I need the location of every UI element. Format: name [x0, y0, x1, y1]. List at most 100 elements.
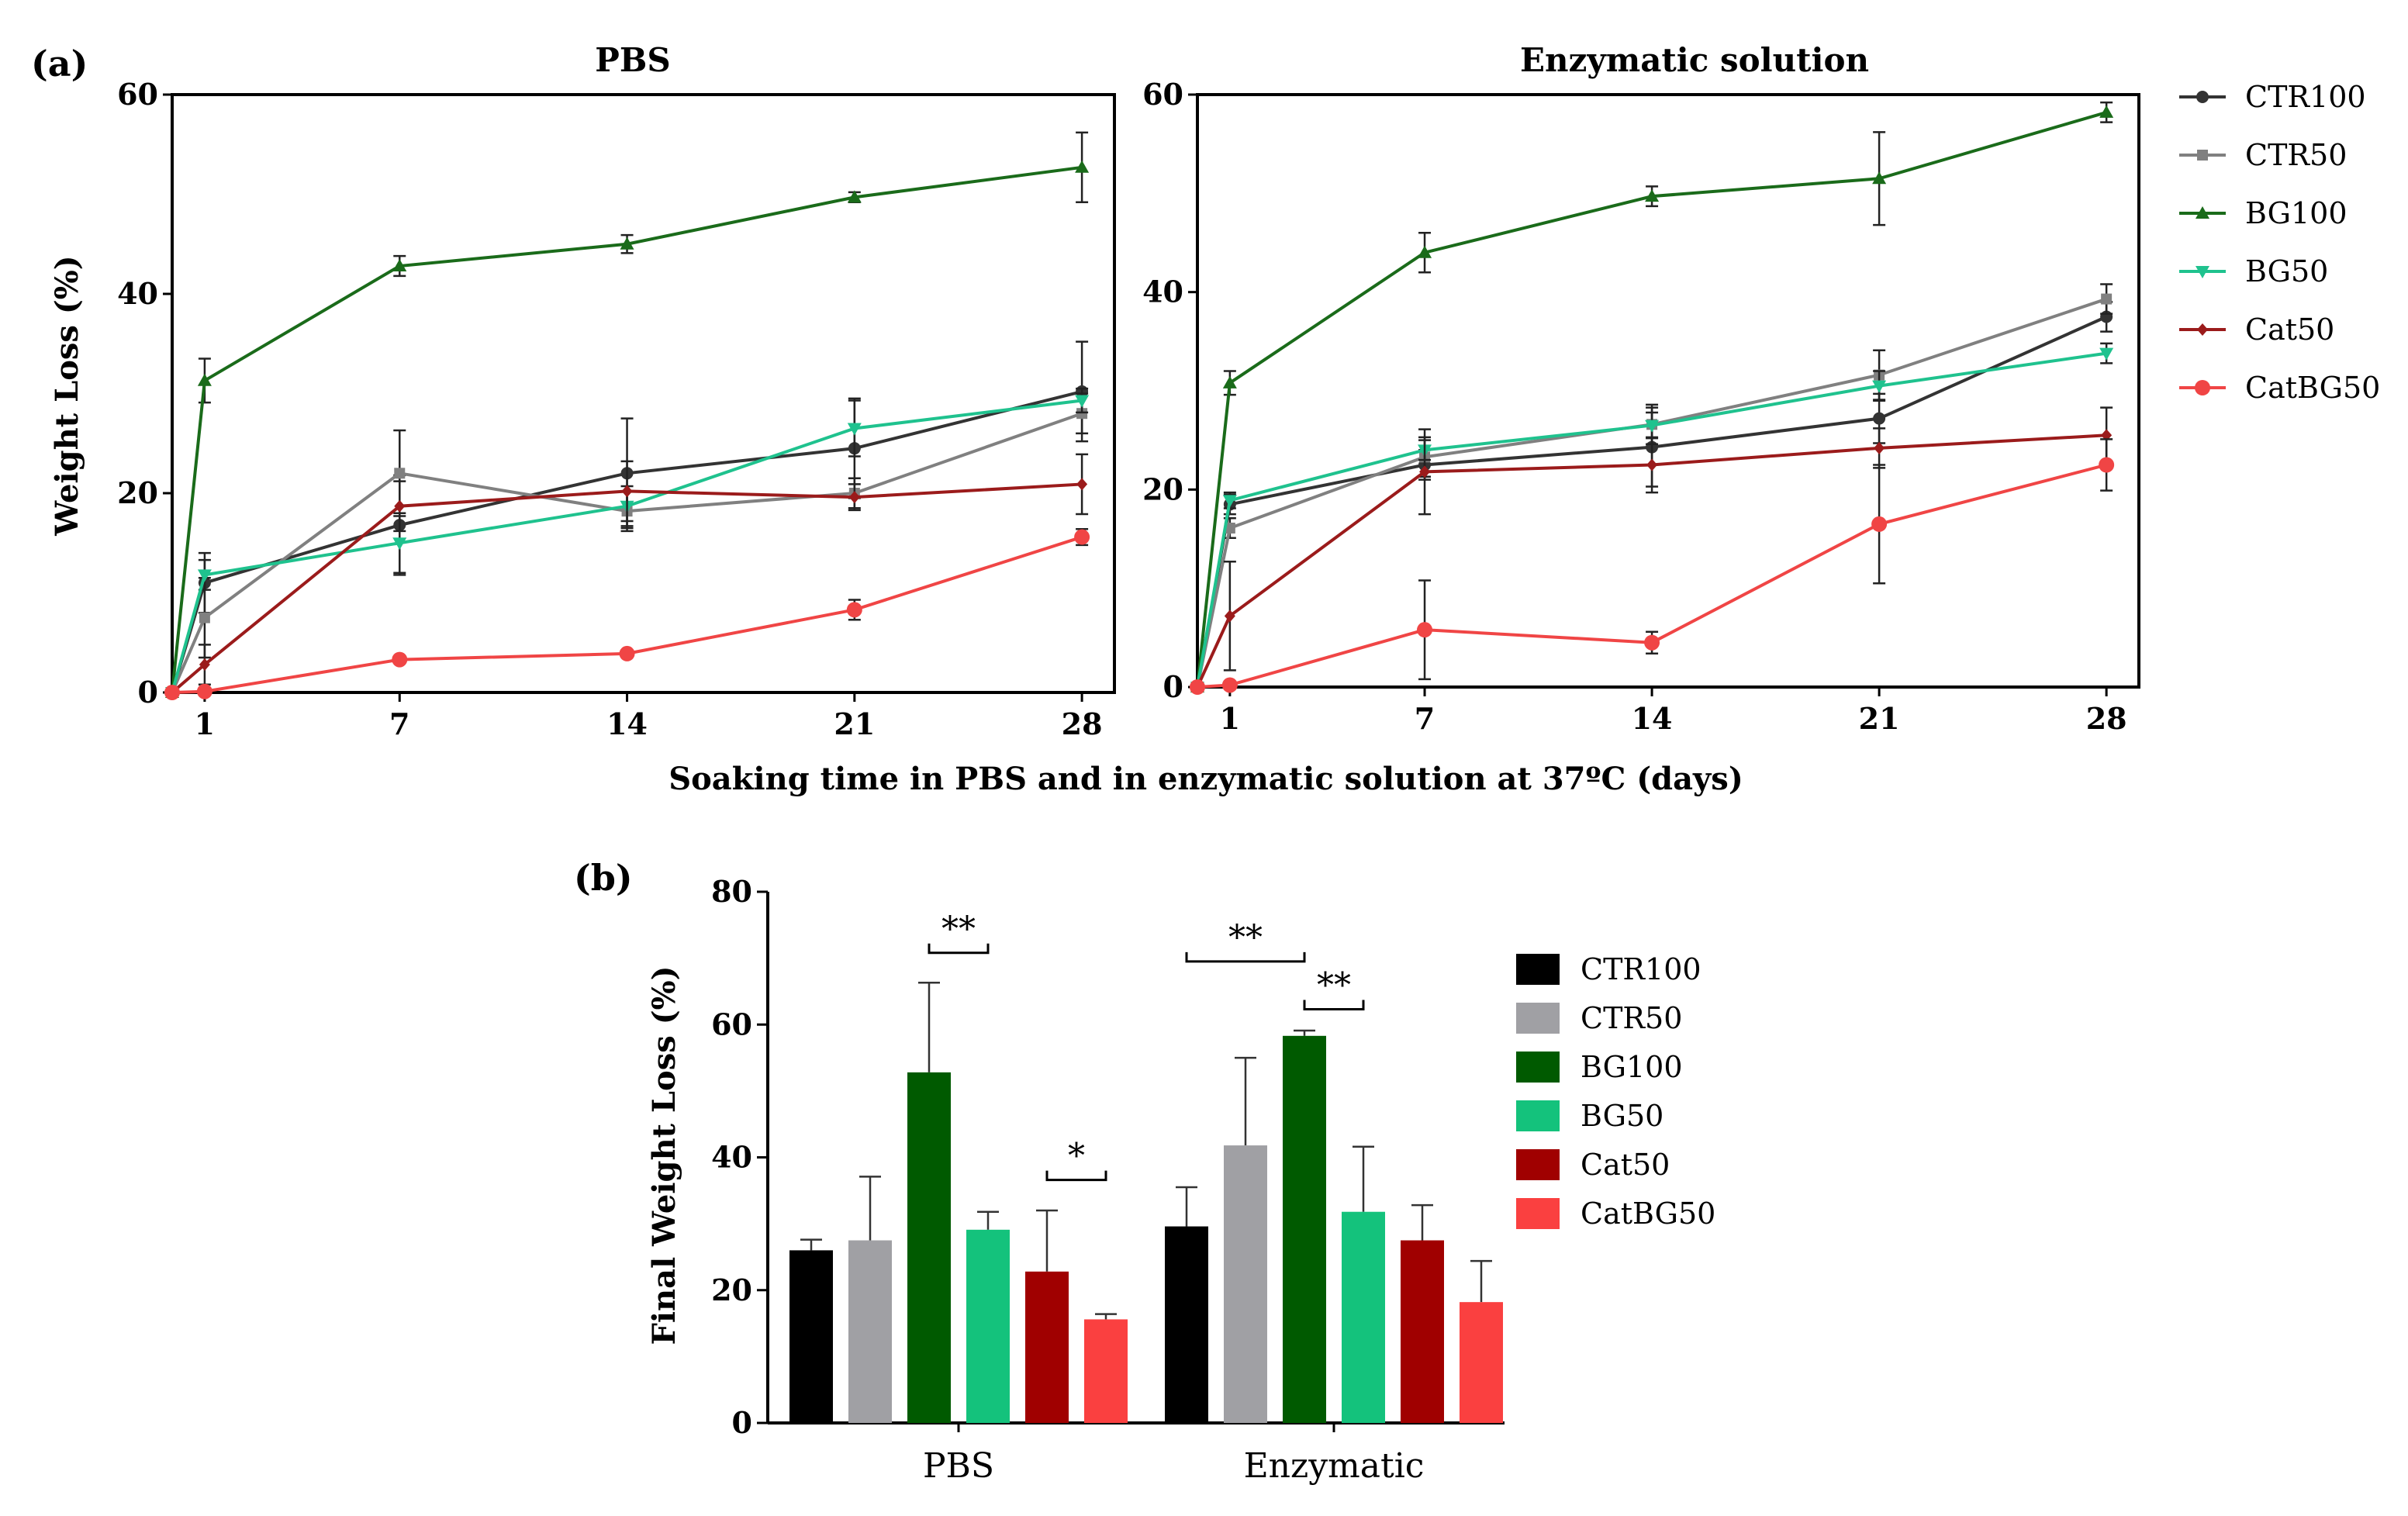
legend-a-item-bg50: BG50	[2179, 254, 2328, 288]
series-line	[1196, 297, 2107, 688]
significance-label: **	[1228, 918, 1263, 958]
chart-b-ylabel: Final Weight Loss (%)	[646, 965, 682, 1345]
data-point	[2101, 293, 2113, 305]
legend-marker	[2196, 91, 2209, 103]
legend-label: CTR100	[2245, 80, 2366, 114]
significance-bracket: **	[928, 910, 990, 955]
bracket-line	[1045, 1170, 1107, 1182]
data-point	[1645, 189, 1660, 202]
enzymatic-ytick-label: 60	[1142, 77, 1183, 112]
bar-category-label: Enzymatic	[1244, 1446, 1425, 1486]
significance-label: **	[1317, 966, 1351, 1006]
data-point	[1874, 441, 1885, 454]
data-point	[392, 537, 407, 551]
pbs-series-bg50	[165, 387, 1090, 699]
data-point	[847, 190, 862, 203]
pbs-xtick-label: 21	[834, 706, 875, 741]
significance-label: **	[941, 910, 976, 949]
data-point	[619, 645, 635, 661]
data-point	[1873, 412, 1886, 425]
legend-swatch	[1516, 1149, 1560, 1180]
bar-ctr100	[789, 1250, 833, 1423]
data-point	[1646, 458, 1658, 471]
pbs-ytick-label: 40	[117, 276, 158, 311]
enzymatic-ytick-label: 40	[1142, 275, 1183, 309]
significance-label: *	[1068, 1137, 1085, 1176]
bracket-line	[928, 943, 990, 955]
enzymatic-xtick-label: 14	[1632, 701, 1673, 736]
pbs-series-cat50	[167, 453, 1089, 699]
bar-ytick-label: 80	[711, 874, 752, 909]
data-point	[1871, 516, 1888, 532]
legend-b-item-cat50: Cat50	[1516, 1148, 1670, 1182]
data-point	[1074, 529, 1090, 545]
series-line	[1196, 433, 2107, 688]
legend-b-item-ctr100: CTR100	[1516, 952, 1701, 986]
data-point	[1417, 622, 1433, 638]
legend-label: CTR50	[2245, 138, 2347, 172]
enzymatic-xtick-label: 7	[1415, 701, 1435, 736]
data-point	[846, 602, 862, 618]
legend-marker	[2197, 323, 2208, 336]
series-line	[1196, 351, 2107, 688]
data-point	[2099, 105, 2114, 118]
pbs-ytick-label: 20	[117, 475, 158, 510]
data-point	[1222, 375, 1237, 388]
data-point	[164, 685, 180, 700]
bar-group-enzymatic: Enzymatic	[1165, 1029, 1503, 1486]
legend-label: Cat50	[2245, 313, 2334, 347]
data-point	[1644, 634, 1660, 651]
chart-a1-title: PBS	[595, 41, 670, 79]
pbs-ytick-label: 0	[138, 675, 158, 710]
legend-label: CatBG50	[2245, 371, 2380, 405]
data-point	[1224, 522, 1235, 534]
legend-b-item-ctr50: CTR50	[1516, 1001, 1682, 1035]
data-point	[848, 491, 860, 504]
data-point	[1418, 245, 1432, 258]
significance-bracket: **	[1185, 918, 1306, 963]
enzymatic-ytick-label: 0	[1163, 669, 1183, 704]
bar-ctr50	[848, 1240, 892, 1423]
pbs-plot-frame	[171, 93, 1116, 694]
legend-label: CTR100	[1581, 952, 1701, 986]
data-point	[392, 259, 407, 272]
legend-a-item-catbg50: CatBG50	[2179, 371, 2380, 405]
enzymatic-xtick-label: 28	[2086, 701, 2127, 736]
data-point	[394, 499, 406, 513]
bar-ctr100	[1165, 1226, 1208, 1423]
line-chart-pbs: 0 20 40 60 1 7 14 21 28	[117, 77, 1116, 741]
legend-label: BG100	[2245, 196, 2348, 230]
shared-xlabel: Soaking time in PBS and in enzymatic sol…	[669, 761, 1743, 797]
legend-a-item-ctr100: CTR100	[2179, 80, 2366, 114]
data-point	[1221, 677, 1238, 693]
data-point	[199, 612, 210, 623]
line-chart-enzymatic: 0 20 40 60 1 7 14 21 28	[1142, 77, 2140, 736]
legend-b-item-bg100: BG100	[1516, 1050, 1683, 1084]
data-point	[1075, 160, 1090, 173]
data-point	[1419, 465, 1431, 478]
bar-catbg50	[1084, 1319, 1128, 1423]
series-line	[171, 165, 1083, 693]
data-point	[394, 468, 406, 479]
bar-bg100	[1283, 1035, 1326, 1423]
enzymatic-series-catbg50	[1190, 438, 2115, 695]
legend-swatch	[1516, 1198, 1560, 1229]
legend-swatch	[1516, 1052, 1560, 1083]
bar-bg50	[1342, 1211, 1385, 1423]
bar-cat50	[1025, 1271, 1069, 1423]
data-point	[2099, 347, 2114, 361]
legend-marker	[2195, 380, 2210, 395]
legend-marker	[2196, 266, 2209, 278]
series-line	[171, 399, 1083, 693]
chart-a2-title: Enzymatic solution	[1520, 41, 1869, 79]
data-point	[847, 423, 862, 436]
data-point	[1872, 380, 1887, 393]
legend-label: Cat50	[1581, 1148, 1670, 1182]
series-line	[1196, 110, 2107, 688]
pbs-ytick-label: 60	[117, 77, 158, 112]
legend-a-item-bg100: BG100	[2179, 196, 2348, 230]
significance-bracket: *	[1045, 1137, 1107, 1182]
data-point	[1872, 171, 1887, 185]
legend-label: BG50	[1581, 1099, 1663, 1133]
